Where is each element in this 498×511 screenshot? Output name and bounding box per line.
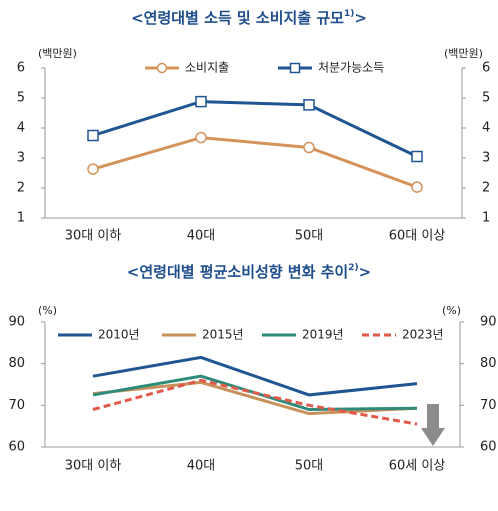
legend-label: 2019년 [302, 328, 344, 342]
chart-title: <연령대별 평균소비성향 변화 추이2)> [127, 263, 371, 281]
chart-title: <연령대별 소득 및 소비지출 규모1)> [131, 9, 367, 27]
y-tick-label: 90 [8, 315, 25, 330]
title-end: > [354, 9, 367, 27]
y-tick-label: 5 [17, 91, 25, 106]
legend-label: 2023년 [402, 328, 444, 342]
point [411, 150, 423, 163]
series-line [92, 355, 418, 397]
x-tick-label: 40대 [187, 459, 216, 474]
point [195, 95, 207, 108]
series-line [92, 136, 418, 189]
x-tick-label: 60세 이상 [389, 459, 446, 474]
legend-marker [289, 62, 301, 74]
legend-label: 처분가능소득 [318, 61, 384, 75]
title-end: > [359, 263, 372, 281]
legend-label: 2015년 [202, 328, 244, 342]
y2-axis-unit: (백만원) [444, 47, 483, 60]
title-text: <연령대별 소득 및 소비지출 규모 [131, 9, 344, 27]
y-tick-label: 3 [17, 151, 25, 166]
legend-label: 소비지출 [185, 61, 229, 75]
title-note: 2) [348, 263, 358, 273]
y2-tick-label: 2 [482, 181, 490, 196]
x-tick-label: 30대 이하 [65, 229, 122, 244]
y2-tick-label: 5 [482, 91, 490, 106]
y-axis-unit: (%) [38, 304, 57, 317]
y2-tick-label: 80 [480, 356, 497, 371]
point [87, 163, 99, 175]
legend-label: 2010년 [98, 328, 140, 342]
arrow-icon [421, 404, 445, 446]
y2-tick-label: 70 [480, 398, 497, 413]
point [195, 131, 207, 144]
point [87, 129, 99, 142]
y-axis-unit: (백만원) [38, 47, 77, 60]
y-tick-label: 2 [17, 181, 25, 196]
x-tick-label: 60대 이상 [389, 229, 446, 244]
point [411, 181, 423, 193]
y2-tick-label: 3 [482, 151, 490, 166]
series-line [92, 380, 418, 416]
title-text: <연령대별 평균소비성향 변화 추이 [127, 263, 348, 281]
y-tick-label: 60 [8, 440, 25, 455]
y-tick-label: 1 [17, 211, 25, 226]
y-tick-label: 6 [17, 61, 25, 76]
x-tick-label: 30대 이하 [65, 459, 122, 474]
y2-tick-label: 1 [482, 211, 490, 226]
series-line [92, 100, 418, 158]
y-tick-label: 80 [8, 356, 25, 371]
series-line [92, 378, 418, 426]
x-tick-label: 50대 [295, 229, 324, 244]
y2-tick-label: 6 [482, 61, 490, 76]
x-tick-label: 40대 [187, 229, 216, 244]
x-tick-label: 50대 [295, 459, 324, 474]
title-note: 1) [344, 9, 354, 19]
y-tick-label: 70 [8, 398, 25, 413]
point [303, 99, 315, 111]
y2-tick-label: 60 [480, 440, 497, 455]
y2-tick-label: 4 [482, 121, 490, 136]
y-tick-label: 4 [17, 121, 25, 136]
y2-axis-unit: (%) [442, 304, 461, 317]
y2-tick-label: 90 [480, 315, 497, 330]
legend-marker [156, 62, 168, 74]
point [303, 141, 315, 154]
